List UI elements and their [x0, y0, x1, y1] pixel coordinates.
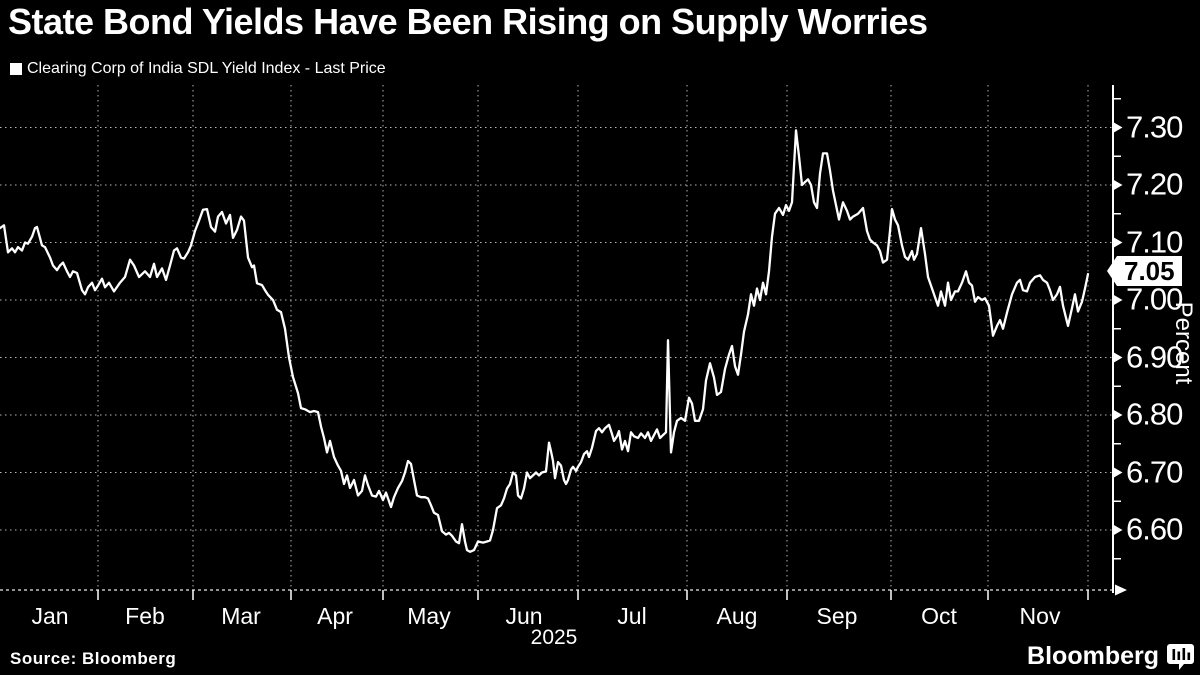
- x-month-label-feb: Feb: [125, 603, 165, 629]
- y-axis: [1112, 85, 1123, 593]
- legend-label: Clearing Corp of India SDL Yield Index -…: [27, 60, 386, 77]
- yield-line-series: [0, 129, 1090, 553]
- legend-swatch-icon: [10, 63, 22, 75]
- bloomberg-logo: Bloomberg: [1027, 642, 1194, 671]
- y-tick-label-7.00: 7.00: [1126, 281, 1183, 317]
- y-tick-label-7.30: 7.30: [1126, 108, 1183, 144]
- x-month-label-oct: Oct: [921, 603, 957, 629]
- x-month-label-jul: Jul: [617, 603, 647, 629]
- y-tick-label-6.80: 6.80: [1126, 396, 1183, 432]
- legend: Clearing Corp of India SDL Yield Index -…: [10, 60, 386, 78]
- y-tick-label-7.10: 7.10: [1126, 223, 1183, 259]
- gridlines: [0, 85, 1113, 590]
- x-month-label-jan: Jan: [31, 603, 69, 629]
- x-month-label-aug: Aug: [716, 603, 758, 629]
- x-month-label-nov: Nov: [1019, 603, 1061, 629]
- x-month-label-jun: Jun: [505, 603, 543, 629]
- chart-title: State Bond Yields Have Been Rising on Su…: [8, 1, 928, 42]
- y-tick-label-7.20: 7.20: [1126, 166, 1183, 202]
- x-axis-year-label: 2025: [530, 626, 578, 649]
- last-price-value: 7.05: [1124, 256, 1175, 287]
- y-tick-label-6.90: 6.90: [1126, 338, 1183, 374]
- source-label: Source: Bloomberg: [10, 649, 177, 668]
- bloomberg-wordmark: Bloomberg: [1027, 642, 1159, 670]
- y-axis-title: Percent: [1170, 301, 1197, 385]
- x-month-label-mar: Mar: [221, 603, 261, 629]
- bloomberg-terminal-icon: [1167, 643, 1194, 670]
- last-price-badge: 7.05: [1117, 256, 1182, 287]
- y-tick-label-6.60: 6.60: [1126, 511, 1183, 547]
- x-month-label-sep: Sep: [816, 603, 858, 629]
- y-tick-label-6.70: 6.70: [1126, 453, 1183, 489]
- x-axis: [0, 584, 1127, 600]
- x-month-label-may: May: [407, 603, 451, 629]
- series-group: [0, 129, 1090, 553]
- x-month-label-apr: Apr: [317, 603, 353, 629]
